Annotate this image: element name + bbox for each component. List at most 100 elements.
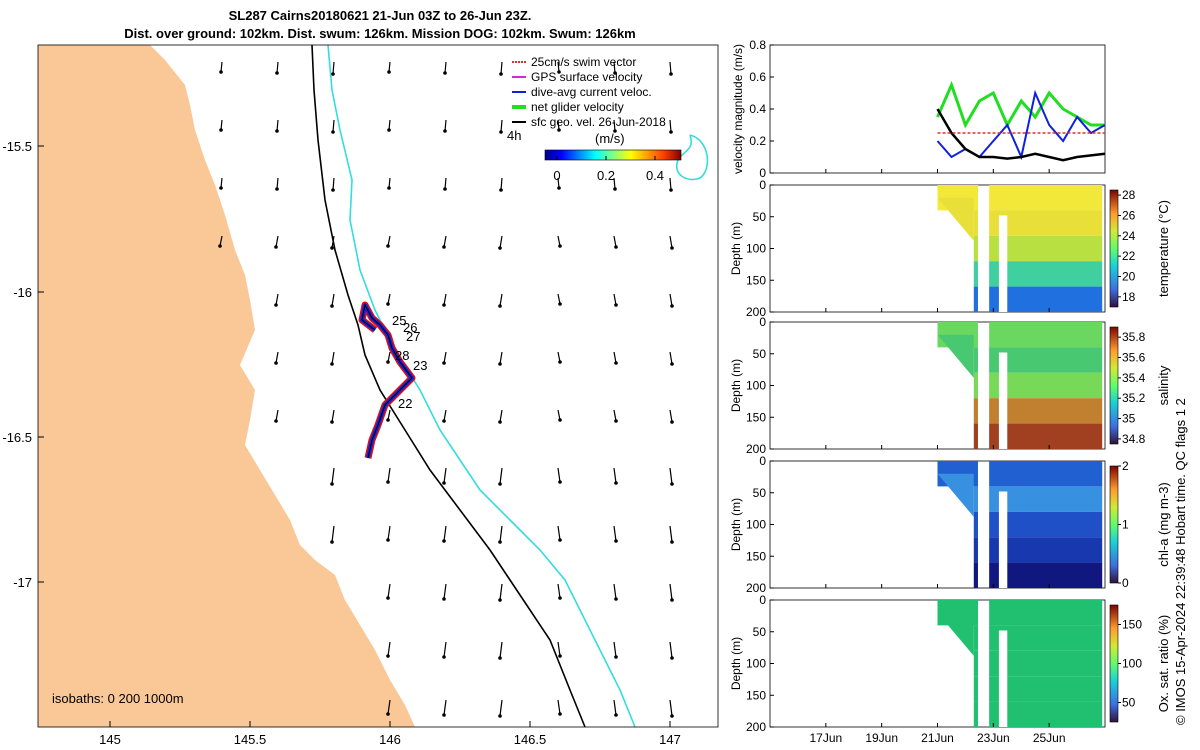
section-cell [973, 261, 978, 287]
velocity-arrow [669, 61, 672, 75]
section-cell [973, 286, 978, 312]
isobath-1000-loop [675, 134, 709, 181]
section-cell [989, 398, 1103, 424]
velocity-arrow-head [387, 186, 391, 190]
velocity-arrow-head [613, 71, 617, 75]
day-label: 25 [392, 313, 406, 328]
velocity-arrow [500, 61, 503, 75]
velocity-arrow [669, 119, 672, 133]
velocity-arrow-head [670, 246, 674, 250]
velocity-arrow-head [614, 303, 618, 307]
section-y-tick-label: 0 [759, 178, 766, 192]
section-cell [989, 322, 1103, 348]
time-series-panels: 0 0.2 0.4 0.6 0.8 velocity magnitude (m/s) 0 50… [729, 38, 1171, 734]
velocity-arrow [444, 119, 447, 132]
velocity-arrow-head [386, 538, 390, 542]
velocity-arrow [613, 583, 617, 600]
time-tick-label: 19Jun [865, 731, 898, 745]
section-cell [973, 486, 978, 512]
velocity-arrow [669, 467, 673, 485]
section-cell [989, 600, 1103, 626]
section-cell [973, 511, 978, 538]
velocity-arrow [443, 409, 447, 422]
section-cell [937, 334, 974, 378]
velocity-arrow [332, 119, 335, 133]
section-cell [989, 261, 1103, 287]
time-tick-label: 21Jun [921, 731, 954, 745]
isobath-label: isobaths: 0 200 1000m [52, 691, 184, 706]
velocity-arrow-head [386, 480, 390, 484]
velocity-arrow [499, 235, 503, 249]
velocity-arrow [443, 583, 447, 600]
land-mass [38, 45, 415, 727]
velocity-arrow [331, 235, 335, 249]
velocity-arrow-head [331, 72, 335, 76]
velocity-arrow-head [442, 539, 446, 543]
section-cbar-tick-label: 26 [1122, 208, 1136, 222]
section-y-tick-label: 200 [746, 305, 766, 319]
velocity-arrow-head [670, 420, 674, 424]
section-y-tick-label: 150 [746, 410, 766, 424]
day-label: 28 [395, 348, 409, 363]
velocity-y-tick-label: 0.6 [749, 70, 766, 84]
section-cell [973, 235, 978, 262]
velocity-arrow-head [614, 713, 618, 717]
colorbar-title: (m/s) [595, 131, 625, 146]
velocity-arrow-head [331, 188, 335, 192]
velocity-arrow-head [670, 598, 674, 602]
velocity-arrow [443, 525, 447, 542]
section-y-label: Depth (m) [729, 498, 743, 551]
velocity-y-label: velocity magnitude (m/s) [731, 44, 745, 174]
velocity-arrow-head [386, 596, 390, 600]
velocity-arrow [557, 699, 561, 715]
velocity-arrow-head [614, 655, 618, 659]
section-y-tick-label: 200 [746, 720, 766, 734]
velocity-arrow-head [219, 70, 223, 74]
velocity-arrow [557, 641, 561, 657]
section-cell [989, 625, 1103, 651]
velocity-arrow [331, 409, 335, 423]
velocity-arrow-head [442, 419, 446, 423]
section-cbar-tick-label: 34.8 [1122, 432, 1146, 446]
velocity-arrow-head [386, 244, 390, 248]
velocity-arrow [613, 235, 617, 248]
section-cell [973, 210, 978, 236]
section-y-tick-label: 50 [753, 625, 767, 639]
section-cell [989, 210, 1103, 236]
section-cell [989, 347, 1103, 373]
velocity-arrow [613, 61, 616, 74]
velocity-arrow-head [614, 539, 618, 543]
velocity-arrow [669, 409, 673, 423]
map-x-tick-label: 146 [379, 732, 401, 747]
velocity-arrow-head [614, 361, 618, 365]
velocity-arrow [499, 351, 503, 365]
section-cbar-tick-label: 2 [1122, 459, 1129, 473]
section-cell [989, 235, 1103, 262]
velocity-arrow [557, 525, 561, 541]
velocity-arrow-head [498, 714, 502, 718]
velocity-arrow-head [669, 72, 673, 76]
section-y-tick-label: 150 [746, 273, 766, 287]
glider-track [358, 301, 416, 459]
section-colorbar [1109, 604, 1119, 723]
velocity-arrow-head [614, 419, 618, 423]
velocity-arrow-head [330, 482, 334, 486]
section-y-tick-label: 150 [746, 688, 766, 702]
section-cell [989, 701, 1103, 727]
section-cell [973, 650, 978, 677]
section-cbar-tick-label: 28 [1122, 188, 1136, 202]
velocity-arrow-head [558, 480, 562, 484]
section-cbar-tick-label: 150 [1122, 618, 1142, 632]
title-line-1: SL287 Cairns20180621 21-Jun 03Z to 26-Ju… [228, 8, 532, 23]
velocity-arrow [443, 351, 447, 364]
velocity-arrow-head [386, 418, 390, 422]
map-y-tick-label: -16 [13, 285, 32, 300]
velocity-arrow-head [386, 360, 390, 364]
velocity-arrow-head [274, 361, 278, 365]
velocity-arrow-head [614, 481, 618, 485]
section-cell [937, 461, 974, 474]
velocity-arrow-head [498, 246, 502, 250]
section-cbar-tick-label: 20 [1122, 269, 1136, 283]
speed-colorbar: 4h (m/s) [507, 128, 682, 183]
